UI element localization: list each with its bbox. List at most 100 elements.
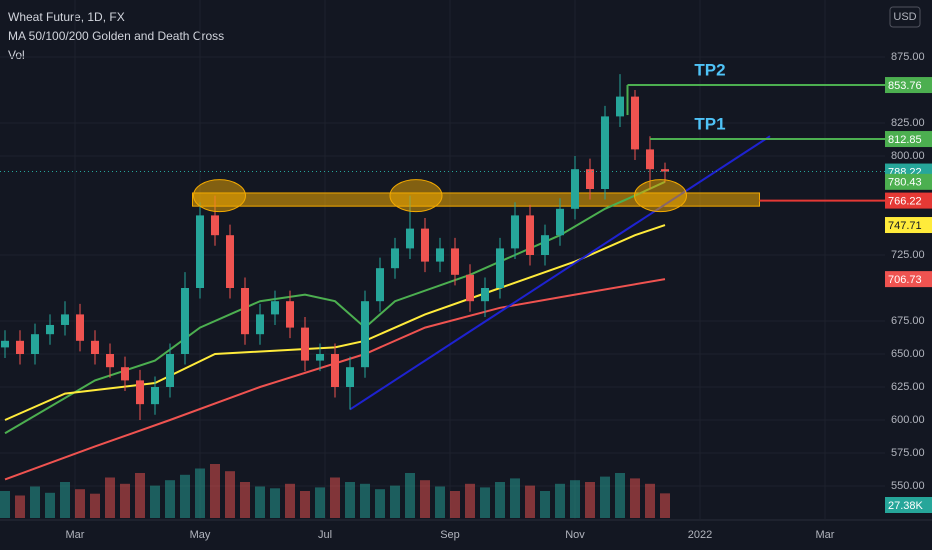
y-tick-label: 575.00 — [891, 447, 925, 459]
trendline — [349, 135, 771, 411]
volume-bar — [60, 482, 70, 518]
candle-body — [571, 169, 579, 209]
volume-bar — [420, 480, 430, 518]
price-tag — [885, 271, 932, 288]
volume-bar — [450, 491, 460, 518]
volume-bar — [150, 485, 160, 518]
volume-bar — [495, 482, 505, 518]
volume-bar — [525, 485, 535, 518]
y-tick-label: 650.00 — [891, 348, 925, 360]
y-tick-label: 800.00 — [891, 150, 925, 162]
volume-bar — [645, 483, 655, 518]
candle-body — [331, 354, 339, 387]
candle-body — [256, 314, 264, 335]
candle-body — [361, 301, 369, 368]
volume-bar — [135, 473, 145, 518]
x-tick-label: Nov — [565, 529, 585, 541]
price-tag — [885, 192, 932, 209]
volume-bar — [405, 473, 415, 518]
candle-body — [631, 96, 639, 150]
volume-tag — [885, 497, 932, 513]
volume-bar — [285, 483, 295, 518]
candle-body — [226, 235, 234, 288]
x-tick-label: Jul — [318, 529, 332, 541]
candle-body — [121, 367, 129, 381]
candle-body — [286, 301, 294, 328]
volume-bar — [30, 486, 40, 518]
candle-body — [166, 354, 174, 387]
candle-body — [76, 314, 84, 341]
candle-body — [376, 268, 384, 302]
candle-body — [436, 248, 444, 262]
candle-body — [511, 215, 519, 249]
volume-bar — [360, 483, 370, 518]
candle-body — [151, 387, 159, 405]
x-tick-label: May — [190, 529, 211, 541]
level-label: TP2 — [694, 61, 725, 80]
candle-body — [211, 215, 219, 236]
candle-body — [16, 340, 24, 354]
volume-bar — [570, 480, 580, 518]
candle-body — [616, 96, 624, 117]
y-tick-label: 825.00 — [891, 117, 925, 129]
price-tag-label: 812.85 — [888, 134, 922, 146]
candle-body — [301, 327, 309, 361]
candle-body — [346, 367, 354, 387]
volume-bar — [210, 464, 220, 518]
candle-body — [646, 149, 654, 170]
price-tag — [885, 77, 932, 94]
volume-title: Vol — [8, 48, 25, 62]
candle-body — [1, 340, 9, 348]
candle-body — [241, 288, 249, 335]
volume-bar — [90, 493, 100, 518]
volume-bar — [630, 478, 640, 518]
indicator-title: MA 50/100/200 Golden and Death Cross — [8, 29, 224, 43]
highlight-ellipse — [193, 179, 246, 213]
y-tick-label: 625.00 — [891, 381, 925, 393]
candle-body — [661, 169, 669, 172]
volume-bar — [615, 473, 625, 518]
highlight-ellipse — [634, 179, 687, 213]
volume-bar — [225, 471, 235, 518]
candle-body — [556, 208, 564, 236]
x-tick-label: 2022 — [688, 529, 712, 541]
level-label: TP1 — [694, 115, 725, 134]
candle-body — [46, 324, 54, 335]
currency[interactable]: USD — [893, 11, 916, 23]
volume-bar — [195, 468, 205, 518]
candle-body — [136, 380, 144, 405]
price-tag — [885, 173, 932, 190]
volume-bar — [465, 483, 475, 518]
volume-bar — [555, 483, 565, 518]
volume-bar — [300, 491, 310, 518]
y-tick-label: 600.00 — [891, 414, 925, 426]
volume-bar — [315, 487, 325, 518]
candle-body — [526, 215, 534, 255]
candle-body — [496, 248, 504, 288]
candle-body — [316, 354, 324, 361]
volume-bar — [180, 474, 190, 518]
candle-body — [421, 228, 429, 262]
y-tick-label: 875.00 — [891, 51, 925, 63]
candle-body — [271, 301, 279, 315]
volume-bar — [540, 491, 550, 518]
x-tick-label: Mar — [816, 529, 835, 541]
candle-body — [451, 248, 459, 275]
currency-box[interactable] — [889, 6, 921, 28]
price-tag-label: 780.43 — [888, 177, 922, 189]
volume-bar — [105, 477, 115, 518]
candle-body — [466, 274, 474, 302]
candle-body — [181, 288, 189, 354]
candle-body — [586, 169, 594, 189]
volume-bar — [75, 489, 85, 518]
y-tick-label: 550.00 — [891, 480, 925, 492]
price-tag-label: 747.71 — [888, 220, 922, 232]
price-tag-label: 766.22 — [888, 195, 922, 207]
volume-bar — [375, 489, 385, 518]
candle-body — [481, 288, 489, 302]
highlight-ellipse — [389, 179, 443, 213]
candle-body — [31, 334, 39, 354]
volume-bar — [45, 492, 55, 518]
volume-bar — [255, 486, 265, 518]
